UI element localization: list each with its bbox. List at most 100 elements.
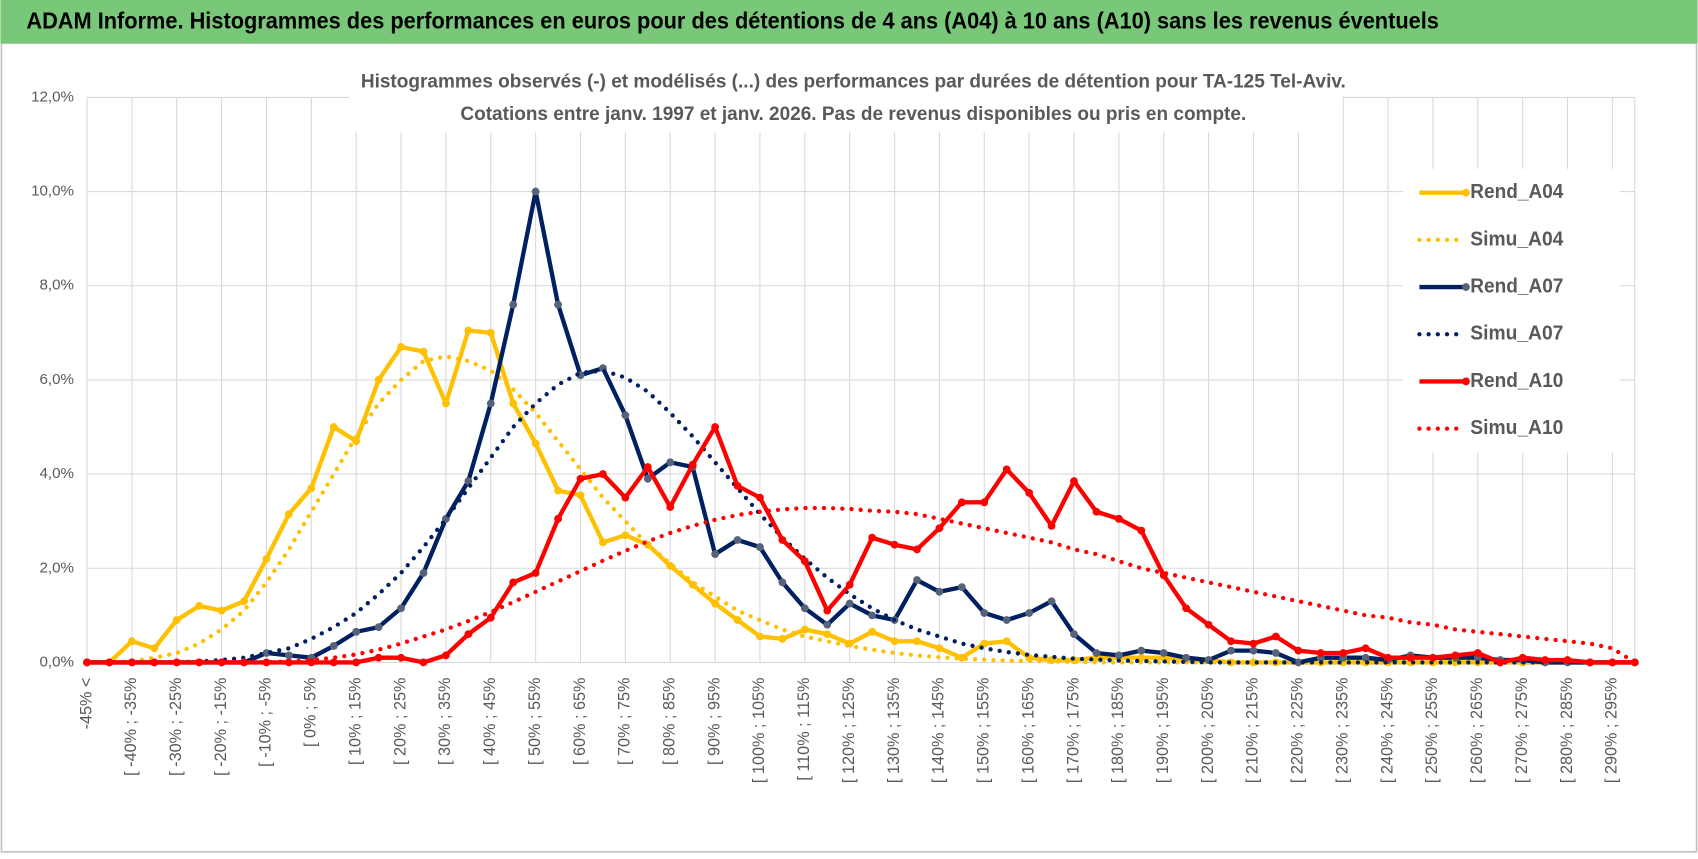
data-point [1563,656,1572,664]
legend-label: Rend_A07 [1470,274,1563,297]
data-point [868,611,877,620]
data-point [643,474,652,483]
x-tick-label: [ 0% ; 5% [302,678,320,747]
data-point [464,326,473,335]
data-point [1496,658,1505,667]
y-tick-label: 8,0% [39,277,74,294]
data-point [890,540,899,549]
x-tick-label: [ 220% ; 225% [1289,678,1307,784]
y-tick-label: 10,0% [31,183,74,200]
legend-label: Simu_A10 [1470,416,1563,439]
x-tick-label: [ -10% ; -5% [257,678,275,767]
data-point [1025,609,1034,617]
data-point [1339,649,1348,657]
data-point [397,343,405,351]
header-title: ADAM Informe. Histogrammes des performan… [26,8,1439,34]
data-point [352,627,361,636]
x-tick-label: [ 190% ; 195% [1154,678,1172,784]
x-tick-label: [ 200% ; 205% [1199,678,1217,784]
data-point [1137,646,1146,655]
chart-title: Histogrammes observés (-) et modélisés (… [361,70,1346,92]
data-point [1586,658,1594,667]
data-point [1002,465,1011,474]
data-point [1204,620,1213,629]
data-point [845,599,854,608]
series-line [84,368,1637,665]
data-point [105,658,114,667]
data-point [845,580,854,589]
data-point [217,658,226,667]
data-point [980,609,989,617]
data-point [800,557,809,566]
data-point [352,658,361,667]
data-point [464,477,473,486]
x-tick-label: [ 280% ; 285% [1558,678,1576,784]
data-point [913,576,921,584]
x-tick-label: [ 260% ; 265% [1468,678,1486,784]
data-point [643,463,652,471]
data-point [913,545,921,554]
x-tick-label: [ 270% ; 275% [1513,678,1531,784]
data-point [823,606,832,615]
data-point [1541,656,1549,664]
legend-marker [1462,377,1470,386]
data-point [217,606,226,615]
data-point [1070,477,1078,486]
x-tick-label: [ 20% ; 25% [391,678,409,765]
x-tick-label: -45% < [77,678,95,730]
data-point [711,550,719,559]
data-point [666,503,675,511]
data-point [195,602,204,610]
data-point [778,634,787,643]
data-point [1092,649,1101,657]
data-point [509,399,518,408]
series-line [87,189,1635,665]
data-point [1249,646,1258,655]
data-point [1092,507,1101,516]
data-point [307,484,316,493]
data-point [486,328,495,337]
data-point [1451,651,1460,660]
data-point [868,627,877,636]
data-point [1182,604,1191,613]
data-point [509,578,518,587]
data-point [1182,653,1191,662]
grid: 0,0% 2,0% 4,0% 6,0% 8,0% 10,0% 12,0% -45% < [ -4… [31,88,1636,784]
data-point [980,639,989,648]
data-point [778,536,787,544]
data-point [733,536,742,544]
legend: Rend_A04 Simu_A04 Rend_A07 Simu_A07 Rend_A10… [1417,180,1564,439]
data-point [1316,649,1325,657]
data-point [419,569,428,577]
data-point [1473,649,1482,657]
data-point [800,604,809,613]
data-point [1047,521,1056,530]
data-point [980,498,989,507]
data-point [733,481,742,490]
data-point [913,637,921,646]
data-point [1406,653,1415,662]
data-point [442,399,450,408]
data-point [1249,639,1258,648]
data-point [599,538,607,547]
data-point [127,637,136,646]
data-point [1114,514,1123,523]
data-point [554,486,562,495]
data-point [1272,649,1280,657]
data-point [150,658,159,667]
data-point [284,510,293,519]
x-tick-label: [ 60% ; 65% [571,678,589,765]
data-point [554,300,562,309]
legend-marker [1462,188,1470,197]
data-point [329,658,338,667]
data-point [329,423,338,431]
x-tick-label: [ 80% ; 85% [661,678,679,765]
data-point [1272,632,1280,641]
data-point [1159,649,1168,657]
data-point [464,630,473,639]
data-point [935,587,944,596]
x-tick-label: [ 140% ; 145% [930,678,948,784]
data-point [1361,653,1370,662]
data-point [329,642,338,650]
